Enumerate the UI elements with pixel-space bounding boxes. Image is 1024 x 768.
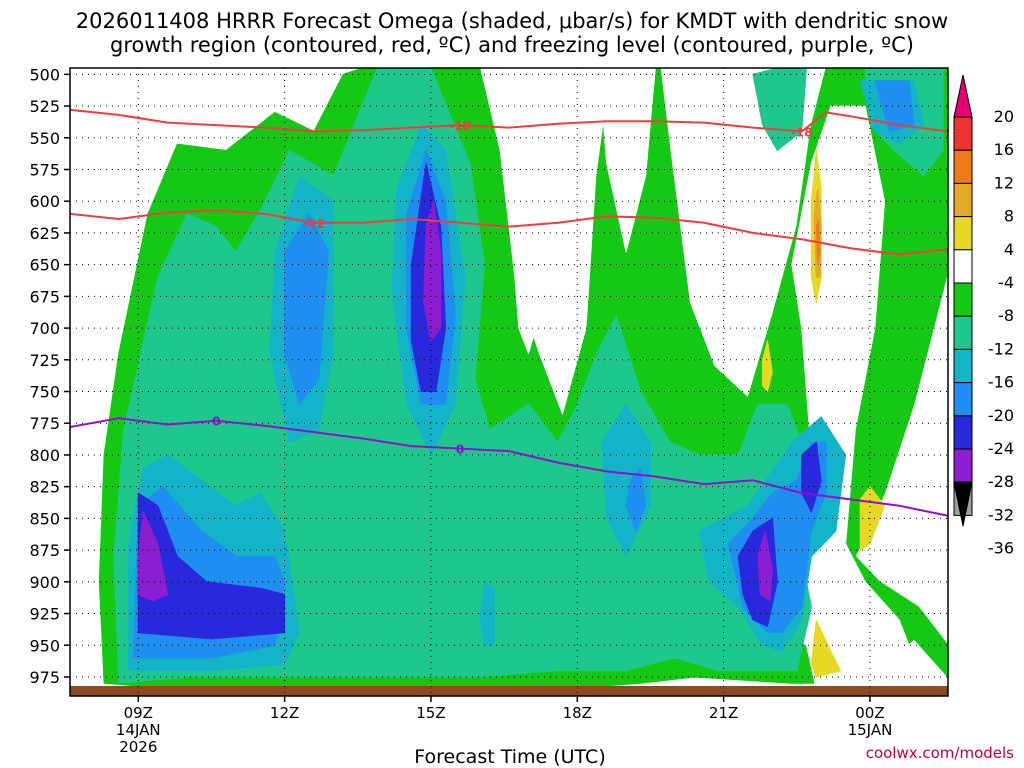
- y-tick-label: 725: [29, 351, 60, 370]
- colorbar-swatch-8: [953, 348, 973, 384]
- x-tick-label: 12Z: [270, 704, 299, 722]
- y-tick-label: 600: [29, 192, 60, 211]
- colorbar-label: -4: [998, 273, 1014, 292]
- freezing-level-line-label: 0: [456, 443, 464, 457]
- y-tick-label: 925: [29, 605, 60, 624]
- colorbar-label: 12: [994, 173, 1014, 192]
- ground-surface-strip: [70, 686, 948, 696]
- colorbar-label: -24: [988, 439, 1014, 458]
- isotherm-minus18-line-label: -18: [449, 119, 471, 133]
- omega-region-32: [810, 619, 842, 678]
- freezing-level-line-label: 0: [212, 415, 220, 429]
- plot-frame: [69, 67, 949, 697]
- x-tick-label: 18Z: [563, 704, 592, 722]
- x-tick-label: 00Z: [855, 704, 884, 722]
- colorbar-label: -20: [988, 406, 1014, 425]
- colorbar-bottom-arrow: [953, 481, 973, 527]
- y-tick-label: 775: [29, 414, 60, 433]
- y-tick-label: 625: [29, 224, 60, 243]
- colorbar-label: 4: [1004, 240, 1014, 259]
- y-tick-label: 975: [29, 668, 60, 687]
- omega-region-14: [479, 581, 495, 646]
- y-tick-label: 875: [29, 541, 60, 560]
- omega-region-22: [137, 492, 286, 640]
- x-axis-title: Forecast Time (UTC): [414, 746, 605, 768]
- isotherm-minus12-line: [70, 209, 948, 256]
- colorbar-label: 16: [994, 140, 1014, 159]
- omega-shading: [98, 68, 948, 691]
- y-tick-label: 825: [29, 478, 60, 497]
- omega-region-30: [762, 340, 773, 392]
- isotherm-minus12-line-label: -12: [303, 217, 325, 231]
- x-tick-date: 15JAN: [848, 721, 893, 739]
- colorbar-swatch-7: [953, 315, 973, 350]
- omega-region-28: [757, 530, 773, 602]
- y-tick-label: 950: [29, 636, 60, 655]
- colorbar-swatch-3: [953, 182, 973, 218]
- colorbar-label: -16: [988, 373, 1014, 392]
- credit-text: coolwx.com/models: [866, 744, 1014, 762]
- omega-region-21: [874, 80, 915, 132]
- isotherm-minus18-line: [70, 108, 948, 133]
- omega-region-1: [496, 68, 564, 354]
- omega-region-17: [284, 213, 329, 405]
- y-tick-label: 675: [29, 287, 60, 306]
- chart-title-line1: 2026011408 HRRR Forecast Omega (shaded, …: [76, 9, 948, 33]
- y-tick-label: 575: [29, 160, 60, 179]
- dotted-grid: [70, 68, 948, 696]
- colorbar-label: 8: [1004, 207, 1014, 226]
- x-tick-label: 09Z: [124, 704, 153, 722]
- colorbar-swatch-9: [953, 382, 973, 417]
- y-tick-label: 550: [29, 129, 60, 148]
- y-tick-label: 500: [29, 65, 60, 84]
- colorbar-label: -8: [998, 306, 1014, 325]
- colorbar-swatch-2: [953, 149, 973, 184]
- y-tick-label: 800: [29, 446, 60, 465]
- y-tick-label: 525: [29, 97, 60, 116]
- chart-title-line2: growth region (contoured, red, ºC) and f…: [110, 33, 914, 57]
- y-axis-pressure: 500 525 550 575 600 625 650 675 700 725 750 775 800 8…: [29, 65, 70, 687]
- x-tick-label: 15Z: [416, 704, 445, 722]
- isotherm-minus18-line-label: -18: [791, 125, 813, 139]
- colorbar-swatch-6: [953, 282, 973, 317]
- freezing-level-line: [70, 417, 948, 517]
- y-tick-label: 900: [29, 573, 60, 592]
- colorbar-swatch-11: [953, 448, 973, 483]
- colorbar-label: 20: [994, 107, 1014, 126]
- x-tick-date: 14JAN: [116, 721, 161, 739]
- colorbar-label: -12: [988, 339, 1014, 358]
- colorbar-legend: 20 16 12 8 4 -4 -8 -12 -16 -20 -24 -28 -32 -36: [953, 74, 1014, 558]
- colorbar-swatch-10: [953, 415, 973, 450]
- colorbar-swatch-1: [953, 116, 973, 151]
- x-tick-label: 21Z: [709, 704, 738, 722]
- y-tick-label: 700: [29, 319, 60, 338]
- colorbar-top-arrow: [953, 74, 973, 118]
- colorbar-swatch-4: [953, 216, 973, 251]
- omega-region-27: [423, 200, 442, 342]
- omega-region-2: [598, 68, 656, 253]
- colorbar-label: -36: [988, 539, 1014, 558]
- y-tick-label: 650: [29, 256, 60, 275]
- contour-lines: -18 -18 -12 0 0: [70, 108, 948, 517]
- omega-region-26: [137, 511, 169, 602]
- x-tick-year: 2026: [119, 738, 157, 756]
- y-tick-label: 850: [29, 509, 60, 528]
- y-tick-label: 750: [29, 383, 60, 402]
- colorbar-label: -32: [988, 505, 1014, 524]
- colorbar-label: -28: [988, 472, 1014, 491]
- colorbar-swatch-5: [953, 249, 973, 284]
